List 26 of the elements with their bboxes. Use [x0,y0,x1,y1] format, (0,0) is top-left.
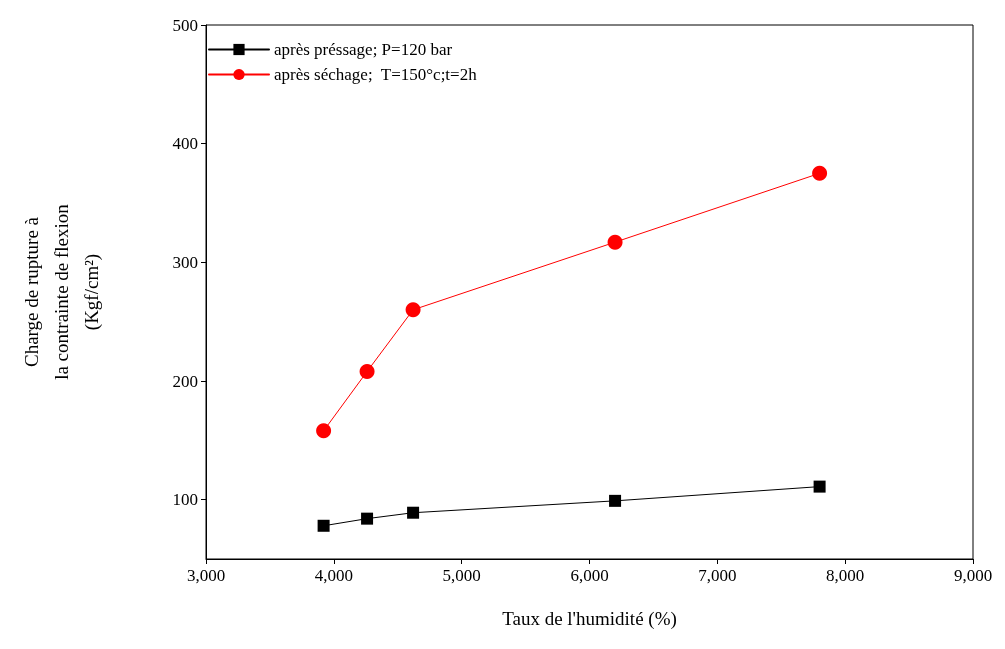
point [361,512,374,525]
y-tick-label: 500 [172,15,198,35]
y-tick-label: 300 [172,252,198,272]
point [405,302,421,318]
y-tick-label: 100 [172,490,198,510]
point [407,506,420,519]
point [359,364,375,379]
x-tick-label: 6,000 [570,566,609,585]
point [813,480,826,493]
point [812,165,828,181]
x-tick-label: 8,000 [826,566,865,585]
x-tick-label: 5,000 [442,566,481,585]
point [609,494,622,507]
x-tick-label: 4,000 [314,566,353,585]
point [317,519,330,532]
x-axis-title: Taux de l'humidité (%) [502,608,677,630]
point [607,234,623,250]
y-tick-label: 200 [172,371,198,391]
x-tick-label: 7,000 [698,566,737,585]
y-axis-title: Charge de rupture à la contrainte de flexion (Kgf/cm²) [20,203,103,380]
point [316,423,332,439]
x-tick-label: 3,000 [186,566,226,585]
y-tick-label: 400 [172,134,198,154]
legend-label: après préssage; P=120 bar [274,40,453,59]
legend-label: après séchage; T=150°c;t=2h [274,65,478,84]
x-tick-label: 9,000 [953,566,993,585]
